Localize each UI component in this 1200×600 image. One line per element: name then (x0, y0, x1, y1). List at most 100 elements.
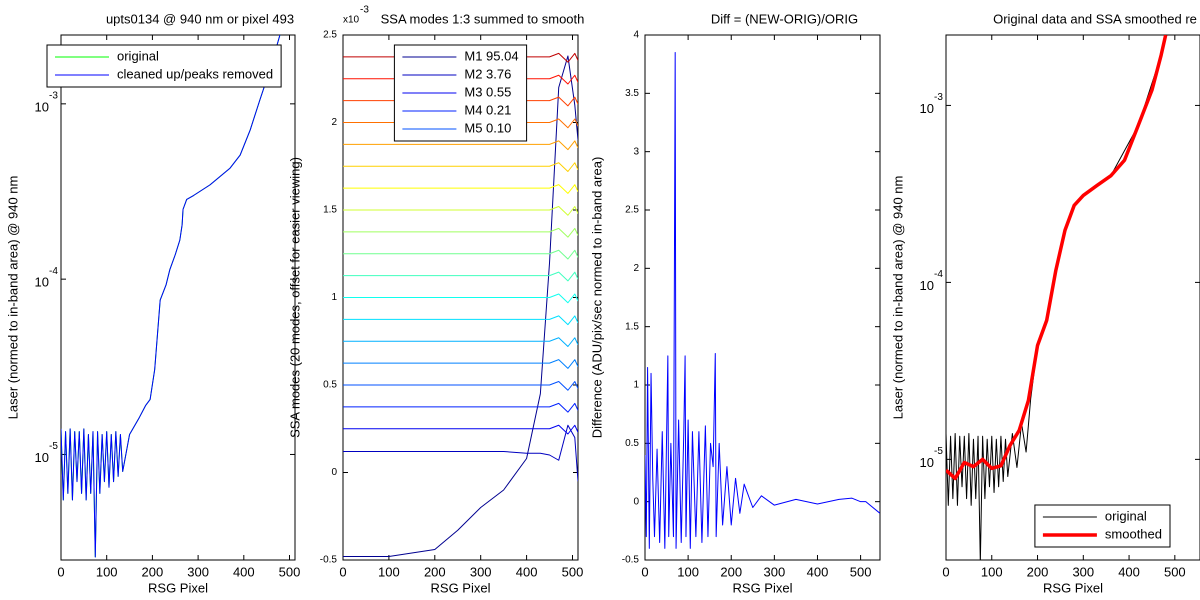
series-line (343, 402, 578, 413)
legend-label: cleaned up/peaks removed (117, 66, 273, 81)
y-tick-label: 2.5 (625, 205, 639, 216)
x-tick-label: 100 (981, 564, 1003, 579)
series-line (343, 206, 578, 216)
series-line (343, 293, 578, 304)
y-tick-exponent: -5 (934, 446, 943, 457)
series-line (343, 140, 578, 151)
y-tick-label: 0.5 (323, 380, 337, 391)
y-tick-label: 10 (35, 99, 49, 114)
y-tick-label: 1 (633, 380, 639, 391)
y-axis-label: Laser (normed to in-band area) @ 940 nm (890, 176, 905, 420)
y-tick-exponent: -3 (934, 92, 943, 103)
series-line (343, 55, 578, 557)
x-tick-label: 0 (57, 564, 64, 579)
y-tick-label: 1 (331, 292, 337, 303)
x-tick-label: 300 (764, 564, 786, 579)
x-axis-label: RSG Pixel (1043, 580, 1103, 595)
chart-title: Original data and SSA smoothed re (993, 11, 1197, 26)
y-tick-label: -0.5 (622, 555, 640, 566)
legend: original smoothed (1034, 504, 1171, 548)
y-tick-label: 3 (633, 146, 639, 157)
y-tick-exponent: -4 (934, 269, 943, 280)
series-line (343, 271, 578, 282)
plot-area (946, 35, 1168, 560)
legend-label: smoothed (1105, 526, 1162, 541)
y-axis-label: Difference (ADU/pix/sec normed to in-ban… (589, 157, 604, 439)
y-tick-label: 10 (920, 455, 934, 470)
legend-box (46, 44, 282, 88)
axes-box (644, 34, 881, 561)
x-tick-label: 0 (641, 564, 648, 579)
legend: M1 95.04 M2 3.76 M3 0.55 M4 0.21 M5 0.10 (393, 44, 528, 142)
y-tick-exponent: -4 (49, 266, 58, 277)
y-tick-label: 3.5 (625, 88, 639, 99)
axes-box (60, 34, 296, 561)
series-line (946, 35, 1168, 481)
x-tick-label: 500 (279, 564, 301, 579)
chart-title: upts0134 @ 940 nm or pixel 493 (106, 11, 294, 26)
plot-area (343, 52, 578, 557)
x-tick-label: 100 (677, 564, 699, 579)
legend-label: M2 3.76 (464, 66, 511, 81)
series-line (61, 35, 281, 558)
series-line (343, 162, 578, 172)
subplot: 0 100 200 300 400 500-0.500.511.522.533.54Dif… (589, 11, 881, 595)
plot-area (61, 35, 281, 558)
y-tick-label: 4 (633, 30, 639, 41)
subplot: 0 100 200 300 400 500-0.500.511.522.5x10-3SSA… (287, 5, 584, 596)
y-tick-exponent: -5 (49, 441, 58, 452)
x-tick-label: 400 (516, 564, 538, 579)
x-tick-label: 200 (1027, 564, 1049, 579)
series-line (343, 424, 578, 482)
x-tick-label: 0 (339, 564, 346, 579)
y-tick-label: 2 (331, 117, 337, 128)
y-tick-exponent: -3 (49, 90, 58, 101)
series-line (343, 227, 578, 238)
x-tick-label: 300 (1072, 564, 1094, 579)
y-tick-label: -0.5 (320, 555, 338, 566)
y-tick-label: 10 (35, 450, 49, 465)
legend-label: M1 95.04 (464, 48, 518, 63)
series-line (343, 184, 578, 194)
series-line (645, 52, 880, 549)
x-axis-label: RSG Pixel (431, 580, 491, 595)
y-tick-label: 2 (633, 263, 639, 274)
x-axis-label: RSG Pixel (733, 580, 793, 595)
series-line (343, 315, 578, 326)
x-tick-label: 500 (1164, 564, 1186, 579)
x-tick-label: 200 (424, 564, 446, 579)
series-line (343, 381, 578, 391)
x-tick-label: 100 (96, 564, 118, 579)
x-tick-label: 500 (562, 564, 584, 579)
y-axis-label: SSA modes (20 modes, offset for easier v… (287, 157, 302, 438)
x-tick-label: 400 (1118, 564, 1140, 579)
x-tick-label: 200 (720, 564, 742, 579)
x-axis-label: RSG Pixel (148, 580, 208, 595)
y-tick-label: 0 (331, 467, 337, 478)
series-line (343, 337, 578, 347)
legend-label: original (1105, 508, 1147, 523)
legend-label: M3 0.55 (464, 84, 511, 99)
y-tick-label: 10 (920, 101, 934, 116)
x-tick-label: 200 (142, 564, 164, 579)
y-tick-label: 0.5 (625, 438, 639, 449)
y-tick-label: 10 (35, 275, 49, 290)
legend-label: M4 0.21 (464, 102, 511, 117)
legend-label: M5 0.10 (464, 120, 511, 135)
x-tick-label: 400 (233, 564, 255, 579)
series-line (343, 249, 578, 260)
y-tick-label: 1.5 (323, 205, 337, 216)
x-tick-label: 100 (378, 564, 400, 579)
legend-label: original (117, 48, 159, 63)
y-axis-label: Laser (normed to in-band area) @ 940 nm (5, 176, 20, 420)
y-tick-label: 10 (920, 278, 934, 293)
axis-multiplier: x10 (343, 15, 360, 26)
axis-multiplier-exponent: -3 (360, 5, 369, 16)
y-tick-label: 1.5 (625, 321, 639, 332)
legend-box (1034, 504, 1171, 548)
series-line (343, 359, 578, 369)
x-tick-label: 300 (470, 564, 492, 579)
